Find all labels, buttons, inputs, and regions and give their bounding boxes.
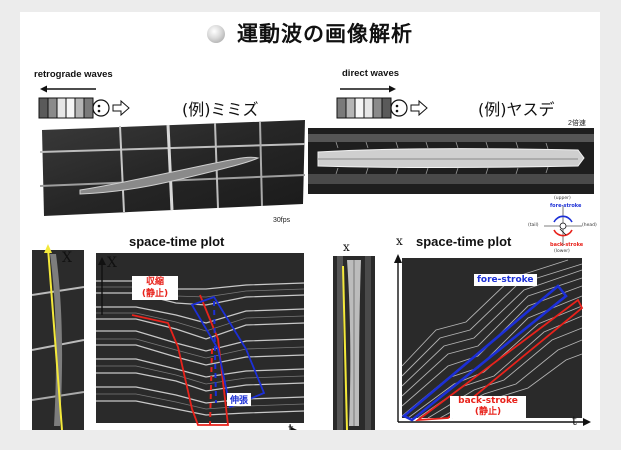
worm-head-icon — [92, 99, 110, 117]
slide-title: 運動波の画像解析 — [20, 18, 600, 48]
earthworm-video-frame — [40, 120, 305, 216]
left-video-axis-x: X — [62, 250, 72, 266]
example-earthworm: (例)ミミズ — [182, 100, 259, 119]
contraction-label: 収縮 (静止) — [132, 276, 178, 300]
stroke-compass-diagram: (upper) fore-stroke (tail) (head) back-s… — [526, 196, 600, 256]
compass-upper: (upper) — [554, 196, 571, 201]
compass-tail: (tail) — [528, 223, 539, 228]
hollow-arrow-right-icon — [410, 99, 428, 117]
left-space-time-plot — [96, 253, 304, 430]
trace-line-yellow — [342, 265, 348, 430]
compass-lower: (lower) — [554, 249, 570, 254]
retrograde-waves-label: retrograde waves — [34, 69, 113, 80]
right-plot-title: space-time plot — [416, 234, 512, 249]
left-plot-axis-t: t — [288, 422, 294, 430]
left-plot-title: space-time plot — [129, 234, 225, 249]
earthworm-shape — [79, 156, 260, 195]
retrograde-wave-diagram — [38, 85, 130, 119]
compass-back: back-stroke — [550, 242, 584, 248]
millipede-head-icon — [390, 99, 408, 117]
right-video-axis-x: x — [343, 240, 350, 254]
fps-label: 30fps — [273, 217, 291, 224]
millipede-vertical-strip — [333, 256, 375, 430]
back-stroke-band-red — [415, 298, 584, 422]
back-stroke-label: back-stroke (静止) — [450, 396, 526, 418]
earthworm-vertical-strip — [32, 244, 84, 430]
slide: 運動波の画像解析 retrograde waves (例)ミミズ — [20, 12, 600, 430]
example-millipede: (例)ヤスデ — [478, 100, 555, 119]
speed-label: 2倍速 — [568, 120, 586, 127]
trace-line-yellow — [47, 247, 63, 430]
extension-label: 伸張 — [227, 393, 252, 406]
direct-wave-diagram — [336, 85, 428, 119]
compass-head: (head) — [582, 223, 597, 228]
right-plot-axis-t: t — [572, 414, 577, 428]
right-space-time-plot — [394, 254, 591, 426]
bullet-icon — [207, 25, 225, 43]
millipede-shape — [317, 148, 585, 168]
direct-waves-label: direct waves — [342, 68, 400, 79]
fore-stroke-band-blue — [401, 284, 568, 422]
millipede-video-frame — [308, 128, 594, 194]
hollow-arrow-right-icon — [112, 99, 130, 117]
compass-fore: fore-stroke — [550, 203, 582, 209]
extension-region-blue — [190, 295, 266, 409]
left-plot-axis-x: X — [107, 255, 117, 271]
right-plot-axis-x: x — [396, 234, 403, 248]
fore-stroke-label: fore-stroke — [474, 274, 537, 286]
